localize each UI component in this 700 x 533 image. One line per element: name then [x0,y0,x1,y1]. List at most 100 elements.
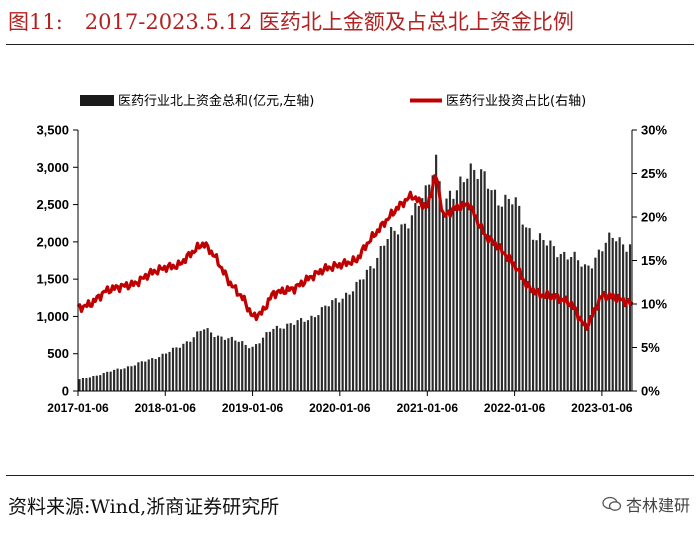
bar [327,306,330,391]
bar [376,257,379,391]
bar [158,357,161,391]
bar [625,251,628,391]
combo-chart: 0 500 1,000 1,500 2,000 2,500 3,000 3,500 0% 5% 10… [36,93,667,415]
bar [265,332,268,391]
legend-bar-label: 医药行业北上资金总和(亿元,左轴) [118,93,314,109]
bar [486,188,490,391]
bar [604,242,607,391]
right-tick-label: 20% [641,210,667,225]
bar [92,376,95,391]
bar [438,181,441,391]
bar [234,340,237,391]
bar [452,198,455,391]
x-tick-label: 2020-01-06 [309,401,371,415]
bar [223,339,226,391]
bar [396,234,400,391]
bar [545,245,548,391]
bar [608,232,611,391]
bar [147,359,150,391]
bar [542,240,545,391]
bar [383,245,386,391]
bar [320,307,323,391]
bar [303,321,306,391]
bar [126,366,130,391]
bar [417,205,420,391]
bar [123,368,126,391]
bar [355,281,358,391]
bar [237,341,240,391]
bar [573,251,576,391]
x-tick-label: 2019-01-06 [222,401,284,415]
bar [459,176,462,391]
left-tick-label: 3,000 [36,160,69,175]
bar [241,341,244,391]
line-series [76,174,634,331]
source-note: 资料来源:Wind,浙商证券研究所 [8,496,280,518]
bar [268,331,271,391]
bar [78,379,81,391]
bar [428,184,431,391]
bar [435,154,438,391]
bar [348,294,351,391]
bar [324,305,327,391]
watermark: 杏林建研 [602,492,690,516]
bar [379,245,382,391]
bar [334,298,337,391]
bar [369,266,372,391]
bar [570,257,573,391]
bar [168,351,171,391]
bar [192,337,195,391]
bar [244,344,247,391]
bar [351,291,355,391]
watermark-text: 杏林建研 [625,496,690,515]
bar [594,257,597,391]
bar [466,178,469,391]
bar [365,269,368,391]
bar [362,279,365,391]
bar [113,369,116,391]
bar [85,378,88,391]
bar [220,336,223,391]
bar [476,178,479,391]
left-tick-label: 500 [47,346,69,361]
bar [445,198,448,391]
bar [196,331,199,391]
bar [469,163,472,391]
bar [622,244,625,391]
left-tick-label: 1,000 [36,309,69,324]
right-tick-label: 25% [641,166,667,181]
bar [206,328,209,391]
bar [216,335,220,391]
bar [286,323,289,391]
bar [102,373,105,391]
bar [119,369,123,391]
legend: 医药行业北上资金总和(亿元,左轴) 医药行业投资占比(右轴) [80,93,586,109]
bar [161,353,164,391]
bar [248,348,251,391]
bar [296,320,299,391]
bar [372,268,375,391]
bar [410,215,413,391]
x-tick-label: 2023-01-06 [571,401,633,415]
bar [407,228,410,391]
left-tick-label: 2,500 [36,197,69,212]
left-tick-label: 0 [62,384,69,399]
bar [414,202,417,391]
legend-line-label: 医药行业投资占比(右轴) [446,93,586,109]
bar [601,251,604,391]
bar [431,175,434,391]
bar [300,318,303,391]
bar [455,190,458,391]
line-path [76,174,634,331]
bar [279,328,282,391]
bar [310,315,313,391]
bar [390,227,393,391]
right-tick-label: 10% [641,297,667,312]
bar [261,337,265,391]
bar [611,237,614,391]
bar [480,169,483,391]
bar [289,323,292,391]
bar [81,377,85,391]
bar [514,197,517,391]
bar [189,341,192,391]
